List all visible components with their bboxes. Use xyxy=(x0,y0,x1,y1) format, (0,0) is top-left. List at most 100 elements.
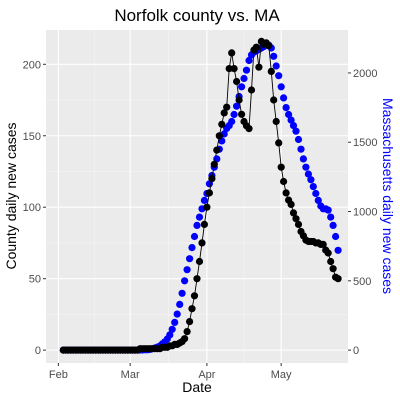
data-point xyxy=(277,83,285,91)
data-point xyxy=(324,249,332,257)
data-point xyxy=(267,67,275,75)
data-point xyxy=(329,265,337,273)
data-point xyxy=(319,240,327,248)
data-point xyxy=(272,62,280,70)
data-point xyxy=(297,145,305,153)
data-point xyxy=(252,43,260,51)
left-tick-label: 200 xyxy=(23,59,41,71)
data-point xyxy=(171,318,179,326)
data-point xyxy=(186,255,194,263)
gridlines xyxy=(46,30,348,363)
data-point xyxy=(188,244,196,252)
data-point xyxy=(205,189,213,197)
chart-title: Norfolk county vs. MA xyxy=(114,6,280,25)
data-point xyxy=(282,189,290,197)
x-tick-label: Feb xyxy=(49,369,68,381)
data-point xyxy=(195,213,204,221)
data-point xyxy=(292,215,300,223)
data-point xyxy=(327,257,335,266)
data-point xyxy=(203,203,211,211)
data-point xyxy=(215,132,223,140)
right-tick-label: 500 xyxy=(353,276,371,288)
data-point xyxy=(245,125,253,133)
data-point xyxy=(304,170,312,178)
data-point xyxy=(275,72,283,80)
data-point xyxy=(292,127,300,135)
data-point xyxy=(220,109,228,117)
data-point xyxy=(213,146,221,154)
data-point xyxy=(190,232,199,241)
data-point xyxy=(270,52,278,60)
data-point xyxy=(228,117,236,126)
right-y-axis: 0 500 1000 1500 2000 xyxy=(348,68,377,357)
data-point xyxy=(166,331,174,339)
right-tick-label: 1500 xyxy=(353,137,377,149)
data-point xyxy=(181,335,189,343)
data-point xyxy=(280,177,288,186)
right-y-axis-title: Massachusetts daily new cases xyxy=(380,98,396,294)
data-point xyxy=(238,110,246,118)
data-point xyxy=(208,175,216,183)
data-point xyxy=(324,206,332,214)
data-point xyxy=(183,266,191,274)
series-county xyxy=(59,37,342,354)
data-point xyxy=(233,102,241,110)
data-point xyxy=(228,49,236,57)
data-point xyxy=(334,246,342,254)
data-point xyxy=(307,176,315,184)
data-point xyxy=(218,120,226,128)
left-tick-label: 0 xyxy=(35,345,41,357)
series-layer xyxy=(59,37,342,354)
data-point xyxy=(255,63,263,71)
x-tick-label: Mar xyxy=(121,369,140,381)
left-tick-label: 50 xyxy=(29,274,41,286)
data-point xyxy=(280,94,288,102)
data-point xyxy=(188,305,196,313)
data-point xyxy=(287,116,295,124)
data-point xyxy=(200,220,208,228)
data-point xyxy=(289,209,298,217)
data-point xyxy=(223,103,231,111)
data-point xyxy=(282,104,290,112)
left-y-axis-title: County daily new cases xyxy=(3,122,19,269)
data-point xyxy=(181,277,189,285)
data-point xyxy=(235,96,243,104)
data-point xyxy=(334,275,342,283)
data-point xyxy=(285,110,293,119)
x-tick-label: Apr xyxy=(198,369,215,381)
plot-panel xyxy=(46,30,348,363)
data-point xyxy=(277,163,285,171)
data-point xyxy=(183,328,191,336)
data-point xyxy=(173,310,181,318)
left-y-axis: 0 50 100 150 200 xyxy=(23,59,46,357)
data-point xyxy=(272,117,280,126)
data-point xyxy=(289,122,298,130)
data-point xyxy=(275,139,283,147)
data-point xyxy=(186,318,194,326)
data-point xyxy=(198,239,206,247)
data-point xyxy=(309,183,317,191)
data-point xyxy=(168,325,176,333)
data-point xyxy=(270,96,278,104)
data-point xyxy=(190,292,199,300)
data-point xyxy=(193,221,201,229)
data-point xyxy=(178,289,186,297)
data-point xyxy=(240,74,248,83)
data-point xyxy=(238,83,246,91)
x-axis: Feb Mar Apr May xyxy=(49,363,292,381)
x-tick-label: May xyxy=(271,369,292,381)
x-axis-title: Date xyxy=(182,379,212,395)
data-point xyxy=(242,66,251,74)
data-point xyxy=(247,86,256,94)
data-point xyxy=(200,196,208,204)
data-point xyxy=(314,196,322,204)
data-point xyxy=(312,189,320,198)
data-point xyxy=(299,155,307,163)
left-tick-label: 100 xyxy=(23,202,41,214)
data-point xyxy=(294,220,303,228)
data-point xyxy=(287,200,295,208)
data-point xyxy=(193,275,201,283)
data-point xyxy=(329,221,337,229)
data-point xyxy=(233,77,241,86)
